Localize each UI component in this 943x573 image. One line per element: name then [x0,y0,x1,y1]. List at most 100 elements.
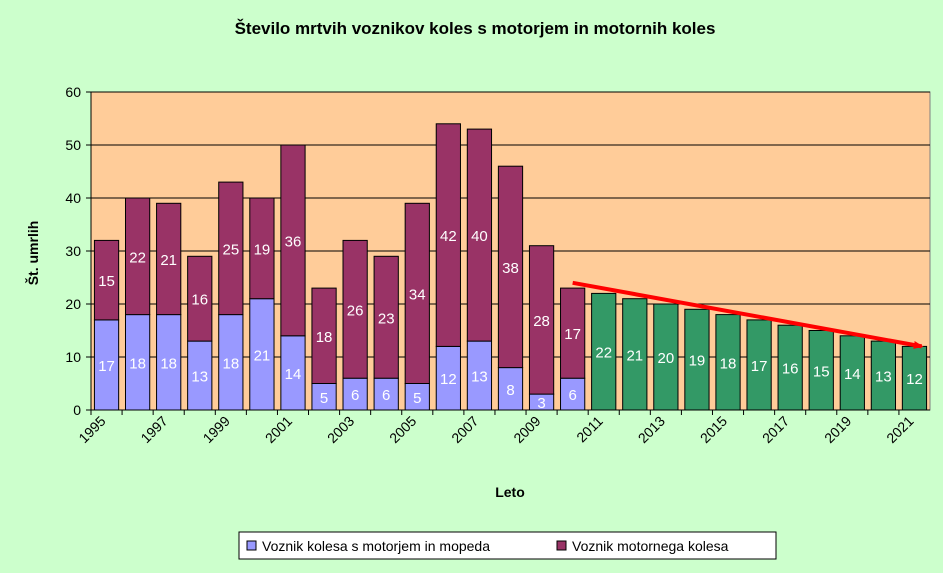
data-label-motorcycle: 36 [285,233,302,250]
bar-motorcycle [342,239,368,379]
bar-projection [715,314,741,411]
bar-projection [777,324,803,411]
bar-moped [342,377,368,411]
bar-motorcycle [373,255,399,379]
data-label-motorcycle: 22 [129,249,146,266]
bar-motorcycle [560,287,586,379]
bars [93,123,928,411]
data-label-moped: 13 [471,369,488,386]
data-label-moped: 18 [160,355,177,372]
legend-swatch-motorcycle [556,540,567,551]
bar-motorcycle [249,197,275,300]
data-label-motorcycle: 18 [316,329,333,346]
bar-projection [591,292,617,411]
bar-projection [870,340,897,411]
data-label-motorcycle: 42 [440,228,457,245]
y-tick-label: 0 [73,402,81,418]
bar-motorcycle [528,245,555,395]
y-tick-label: 10 [65,349,81,365]
data-label-moped: 5 [413,390,421,407]
data-labels: 1715182218211316182521191436518626623534… [98,228,923,412]
bar-motorcycle [466,128,493,342]
data-label-motorcycle: 23 [378,310,395,327]
bar-moped [249,298,275,411]
data-label-moped: 8 [506,382,514,399]
data-label-moped: 12 [440,371,457,388]
bar-motorcycle [156,202,182,316]
bar-projection [653,303,679,411]
y-tick-label: 50 [65,137,81,153]
bar-projection [622,298,648,411]
bar-motorcycle [218,181,244,316]
data-label-projection: 13 [875,369,892,386]
data-label-moped: 18 [129,355,146,372]
data-label-motorcycle: 17 [564,326,581,343]
bar-projection [684,308,710,411]
data-label-motorcycle: 38 [502,260,519,277]
data-label-moped: 5 [320,390,328,407]
bar-motorcycle [187,255,213,342]
data-label-motorcycle: 26 [347,302,364,319]
data-label-projection: 14 [844,366,861,383]
bar-moped [280,335,306,411]
bar-moped [435,345,461,411]
data-label-moped: 18 [222,355,239,372]
bar-moped [466,340,493,411]
data-label-moped: 13 [191,369,208,386]
data-label-projection: 21 [626,347,643,364]
legend: Voznik kolesa s motorjem in mopeda Vozni… [238,531,777,560]
bar-projection [839,335,865,411]
y-tick-label: 60 [65,84,81,100]
y-tick-label: 30 [65,243,81,259]
data-label-motorcycle: 28 [533,313,550,330]
data-label-motorcycle: 25 [222,241,239,258]
data-label-moped: 3 [537,395,545,412]
y-tick-label: 40 [65,190,81,206]
axes [86,91,930,415]
bar-motorcycle [497,165,524,369]
bar-projection [901,345,928,411]
data-label-motorcycle: 16 [191,292,208,309]
legend-label-motorcycle: Voznik motornega kolesa [572,538,729,554]
data-label-moped: 21 [254,347,271,364]
bar-motorcycle [404,202,430,384]
bar-projection [746,319,772,411]
data-label-motorcycle: 15 [98,273,115,290]
y-tick-labels: 0 10 20 30 40 50 60 [65,84,81,418]
bar-moped [497,367,524,411]
data-label-moped: 14 [285,366,302,383]
data-label-motorcycle: 21 [160,252,177,269]
data-label-moped: 6 [568,387,576,404]
data-label-projection: 20 [658,350,675,367]
data-label-projection: 16 [782,361,799,378]
data-label-motorcycle: 34 [409,286,426,303]
bar-motorcycle [93,239,120,321]
data-label-projection: 17 [751,358,768,375]
data-label-projection: 12 [906,371,923,388]
data-label-projection: 22 [595,345,612,362]
x-axis-label: Leto [495,484,525,500]
bar-motorcycle [435,123,461,347]
bar-moped [187,340,213,411]
bar-projection [808,330,834,411]
legend-box [238,531,777,560]
trend-arrow-line [572,280,924,349]
chart-title: Število mrtvih voznikov koles s motorjem… [235,19,716,38]
bar-motorcycle [124,197,151,316]
data-label-projection: 18 [720,355,737,372]
y-axis-label: Št. umrlih [24,221,41,286]
bar-motorcycle [280,144,306,337]
y-tick-label: 20 [65,296,81,312]
data-label-motorcycle: 19 [254,241,271,258]
trend-arrow [572,280,924,349]
data-label-motorcycle: 40 [471,228,488,245]
data-label-projection: 19 [689,353,706,370]
legend-swatch-moped [246,540,257,551]
data-label-projection: 15 [813,363,830,380]
data-label-moped: 17 [98,358,115,375]
data-label-moped: 6 [382,387,390,404]
legend-label-moped: Voznik kolesa s motorjem in mopeda [262,538,490,554]
bar-motorcycle [311,287,337,385]
